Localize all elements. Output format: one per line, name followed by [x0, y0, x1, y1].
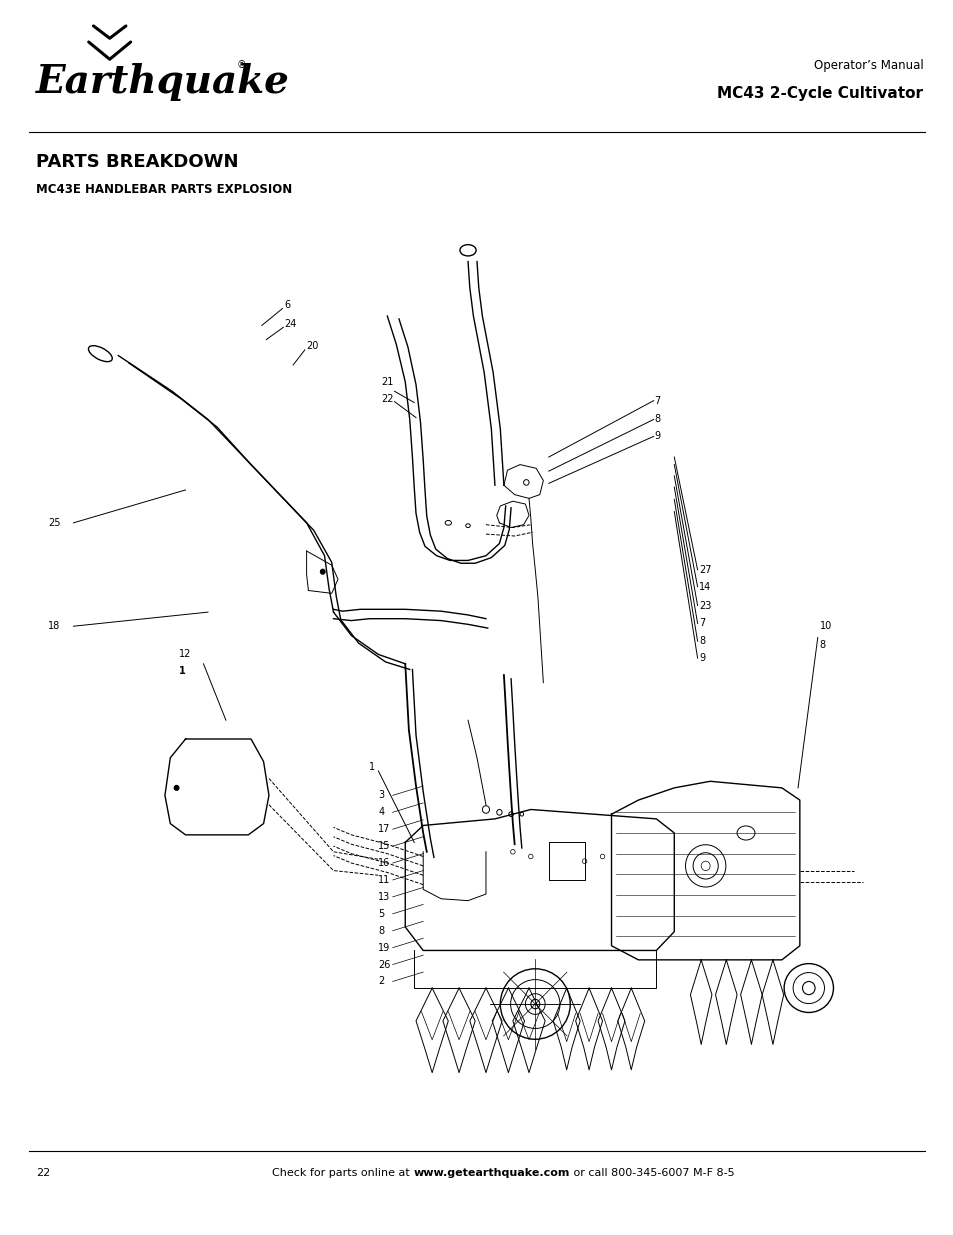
Text: 12: 12: [179, 650, 192, 659]
Text: Operator’s Manual: Operator’s Manual: [813, 59, 923, 73]
Text: 18: 18: [49, 621, 61, 631]
Text: 1: 1: [179, 667, 186, 677]
Text: 27: 27: [699, 564, 711, 574]
Text: 26: 26: [378, 960, 391, 969]
Text: 5: 5: [378, 909, 384, 919]
Ellipse shape: [174, 785, 178, 790]
Text: 23: 23: [699, 600, 711, 610]
Text: 1: 1: [369, 762, 375, 772]
Text: www.getearthquake.com: www.getearthquake.com: [413, 1168, 569, 1178]
Text: 9: 9: [699, 653, 705, 663]
Text: Earthquake: Earthquake: [36, 63, 290, 101]
Text: or call 800-345-6007 M-F 8-5: or call 800-345-6007 M-F 8-5: [569, 1168, 734, 1178]
Text: 17: 17: [378, 824, 391, 834]
Text: 6: 6: [284, 300, 290, 310]
Text: 11: 11: [378, 874, 390, 885]
Text: 8: 8: [819, 640, 825, 650]
Text: 7: 7: [699, 619, 705, 629]
Text: 25: 25: [49, 517, 61, 527]
Ellipse shape: [320, 569, 325, 574]
Text: 8: 8: [654, 415, 660, 425]
Text: 20: 20: [306, 341, 318, 351]
Text: 19: 19: [378, 942, 390, 952]
Text: 16: 16: [378, 858, 390, 868]
Text: 2: 2: [378, 977, 384, 987]
Text: 9: 9: [654, 431, 660, 441]
Text: MC43E HANDLEBAR PARTS EXPLOSION: MC43E HANDLEBAR PARTS EXPLOSION: [36, 183, 293, 196]
Text: 7: 7: [654, 395, 660, 405]
Text: 24: 24: [284, 319, 296, 329]
Text: 14: 14: [699, 582, 711, 592]
Text: 8: 8: [699, 636, 705, 646]
Text: 22: 22: [36, 1168, 51, 1178]
Text: 8: 8: [378, 926, 384, 936]
Text: 10: 10: [819, 621, 831, 631]
Text: 3: 3: [378, 790, 384, 800]
Text: 22: 22: [380, 394, 394, 404]
Text: 13: 13: [378, 892, 390, 902]
Text: 21: 21: [380, 377, 393, 387]
Text: 15: 15: [378, 841, 391, 851]
Text: MC43 2-Cycle Cultivator: MC43 2-Cycle Cultivator: [717, 86, 923, 101]
Text: 4: 4: [378, 808, 384, 818]
Text: Check for parts online at: Check for parts online at: [272, 1168, 413, 1178]
Text: ®: ®: [236, 61, 246, 70]
Text: PARTS BREAKDOWN: PARTS BREAKDOWN: [36, 153, 238, 172]
